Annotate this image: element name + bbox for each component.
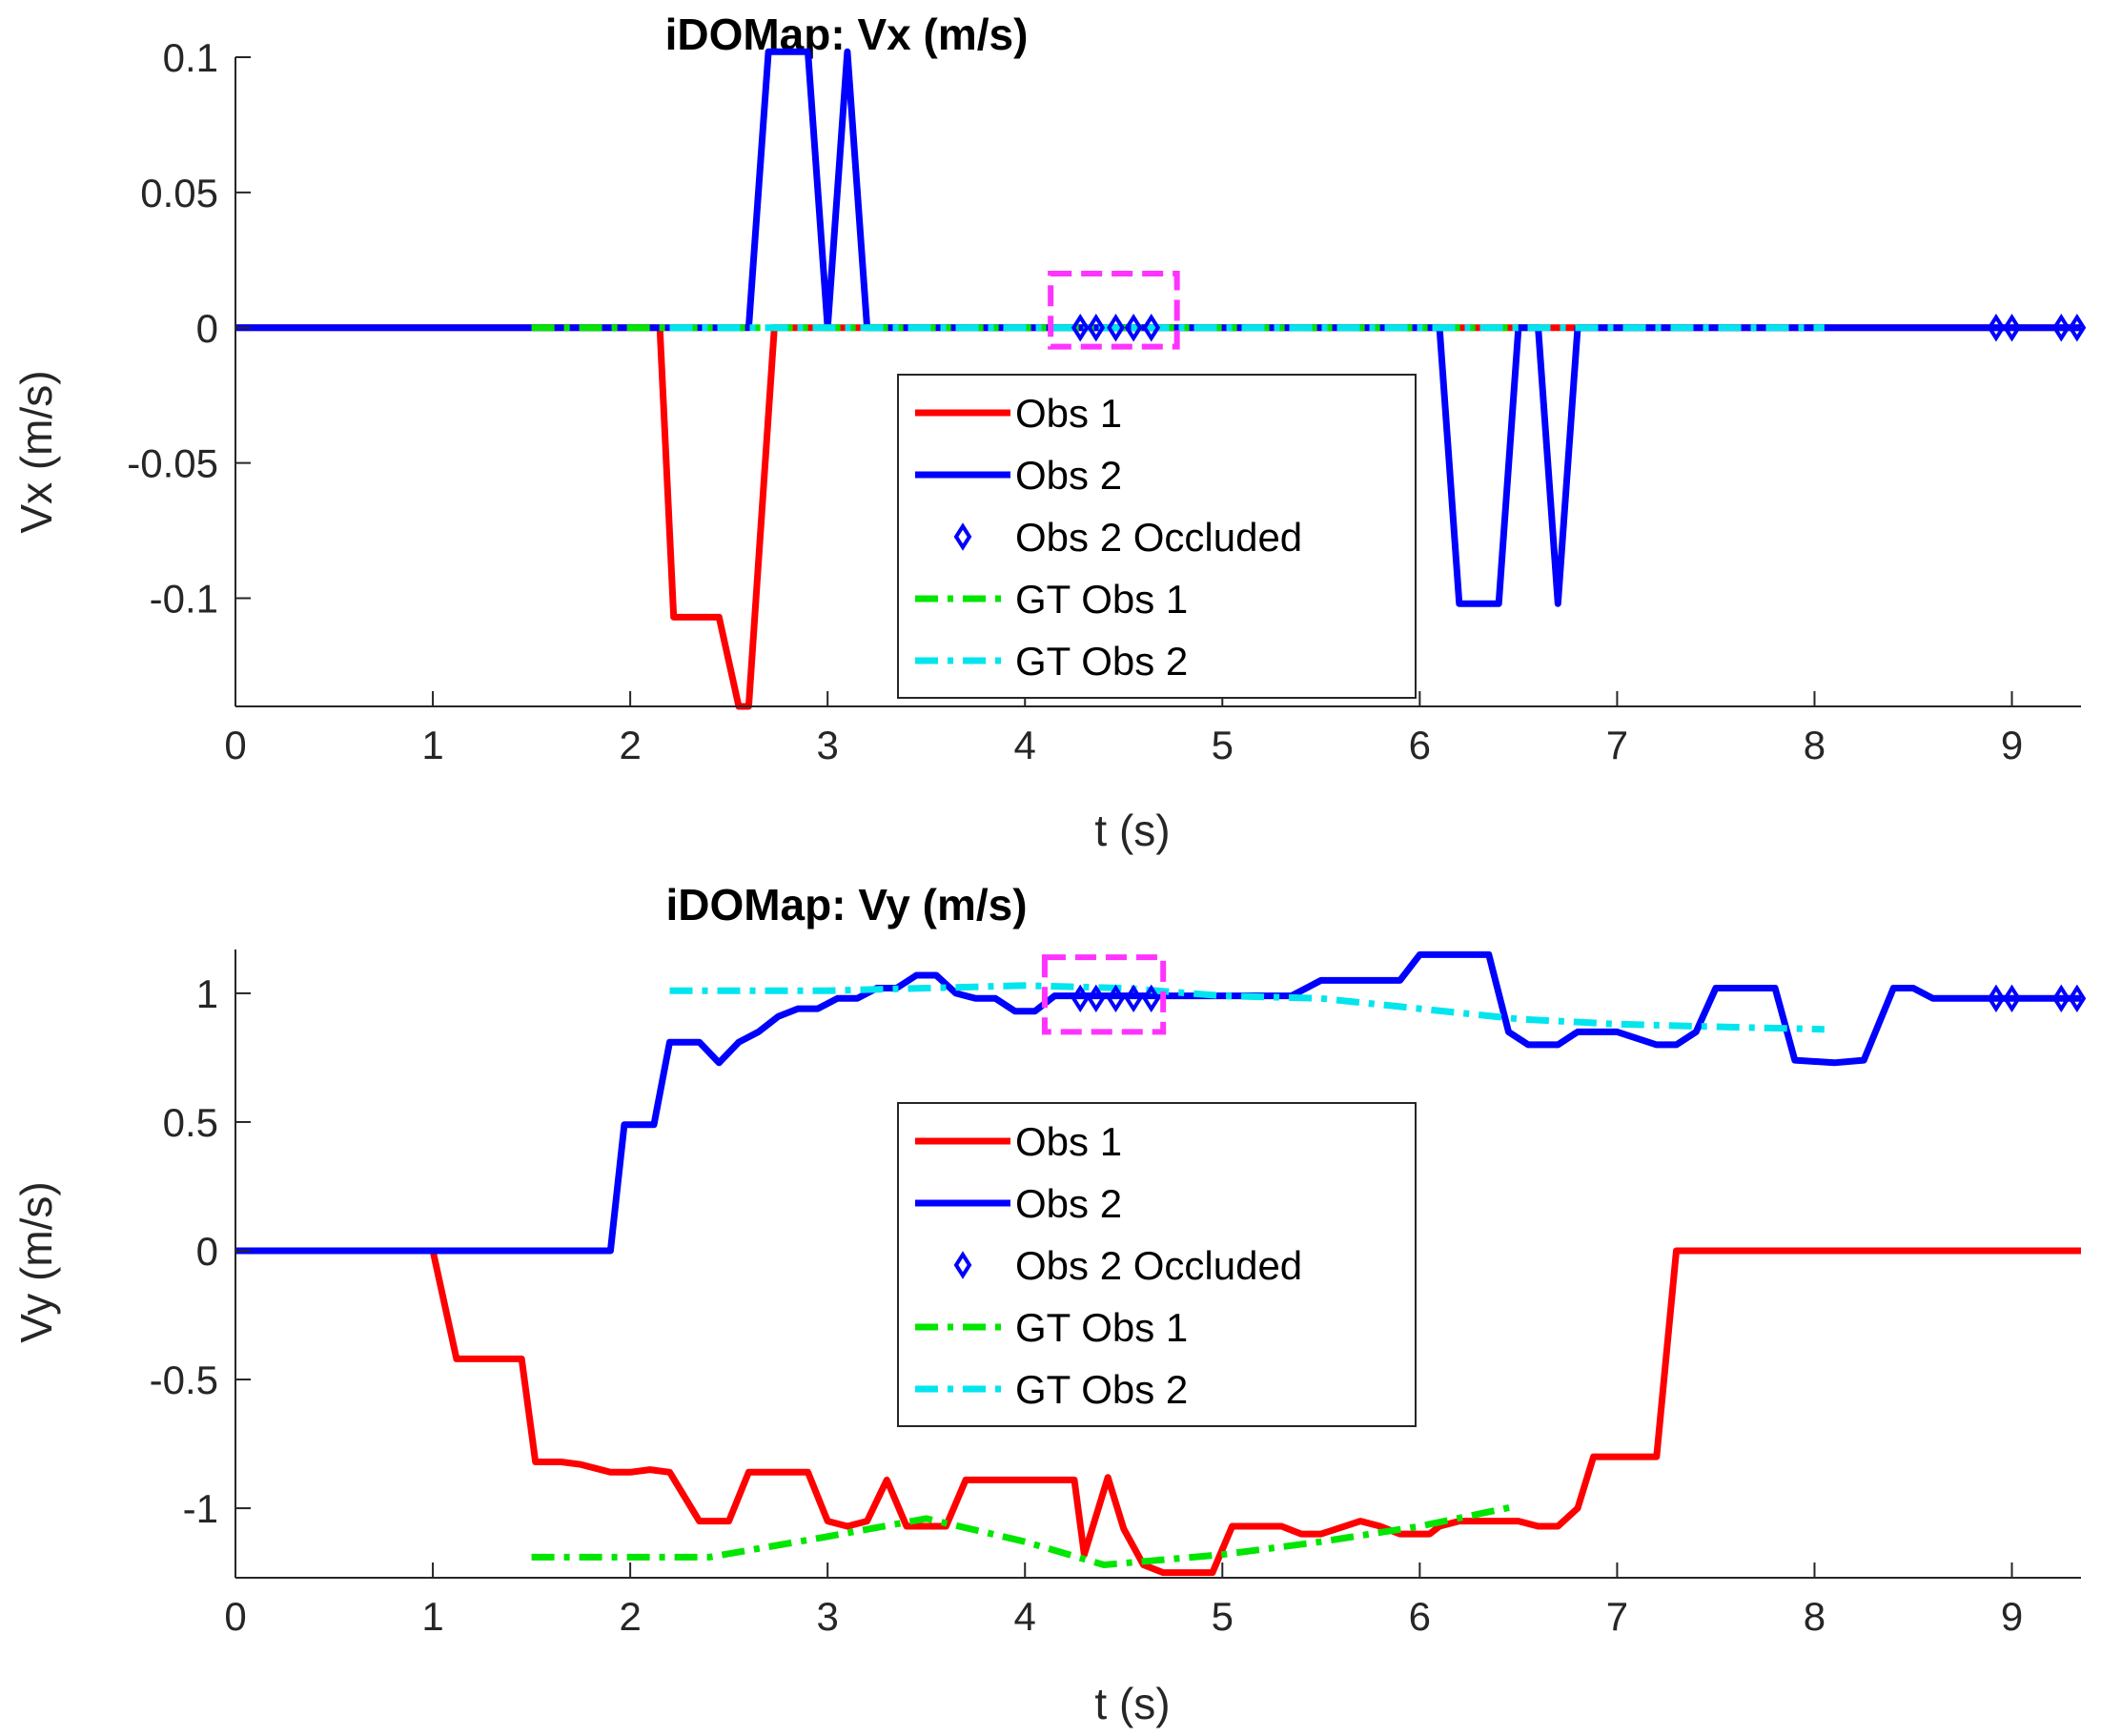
series-line-gt-obs-2 bbox=[669, 982, 1825, 1033]
occluded-marker bbox=[2068, 314, 2087, 342]
occluded-marker bbox=[2003, 314, 2021, 342]
legend-label: Obs 2 bbox=[1015, 453, 1122, 498]
legend: Obs 1 Obs 2 Obs 2 Occluded GT Obs 1 GT Obs 2 bbox=[897, 1102, 1417, 1427]
y-tick-label: -0.1 bbox=[150, 577, 218, 622]
occluded-marker bbox=[1107, 984, 1125, 1013]
panel-vx: iDOMap: Vx (m/s) 0 1 2 3 4 5 6 7 8 90.10.050-0.05… bbox=[11, 10, 2087, 855]
legend-entry-gt-obs-1: GT Obs 1 bbox=[915, 577, 1188, 622]
x-tick-label: 0 bbox=[224, 723, 246, 767]
x-tick-label: 0 bbox=[224, 1594, 246, 1639]
occluded-marker bbox=[1087, 984, 1106, 1013]
x-tick-label: 8 bbox=[1804, 723, 1826, 767]
x-tick-label: 7 bbox=[1606, 1594, 1628, 1639]
occluded-markers bbox=[1071, 984, 2087, 1013]
x-tick-label: 6 bbox=[1409, 1594, 1431, 1639]
occluded-marker bbox=[2051, 314, 2070, 342]
legend-entry-obs-1: Obs 1 bbox=[915, 1119, 1122, 1164]
x-tick-label: 9 bbox=[2001, 723, 2023, 767]
x-tick-label: 2 bbox=[619, 1594, 641, 1639]
series-line-obs-1 bbox=[235, 1247, 2081, 1577]
legend-marker-icon bbox=[953, 522, 972, 551]
legend-label: Obs 2 Occluded bbox=[1015, 1243, 1302, 1288]
legend: Obs 1 Obs 2 Obs 2 Occluded GT Obs 1 GT Obs 2 bbox=[897, 374, 1417, 699]
x-tick-label: 1 bbox=[421, 1594, 443, 1639]
y-tick-label: 0 bbox=[196, 306, 218, 351]
y-axis-label: Vy (m/s) bbox=[11, 1181, 61, 1343]
occluded-marker bbox=[2068, 984, 2087, 1013]
chart-title: iDOMap: Vy (m/s) bbox=[665, 880, 1027, 929]
x-tick-label: 4 bbox=[1014, 1594, 1036, 1639]
x-tick-label: 1 bbox=[421, 723, 443, 767]
legend-entry-gt-obs-2: GT Obs 2 bbox=[915, 1367, 1188, 1412]
legend-entry-obs-2: Obs 2 bbox=[915, 453, 1122, 498]
highlight-box bbox=[1041, 954, 1167, 1035]
legend-label: GT Obs 1 bbox=[1015, 577, 1188, 622]
occluded-marker bbox=[1987, 314, 2006, 342]
legend-entry-obs-2-occluded: Obs 2 Occluded bbox=[953, 1243, 1302, 1288]
legend-entry-obs-2: Obs 2 bbox=[915, 1181, 1122, 1226]
legend-label: Obs 2 bbox=[1015, 1181, 1122, 1226]
occluded-marker bbox=[1987, 984, 2006, 1013]
x-tick-label: 4 bbox=[1014, 723, 1036, 767]
x-tick-label: 9 bbox=[2001, 1594, 2023, 1639]
legend-entry-obs-2-occluded: Obs 2 Occluded bbox=[953, 515, 1302, 560]
plot-lines bbox=[235, 950, 2081, 1577]
y-tick-label: 0.05 bbox=[140, 171, 218, 215]
x-tick-label: 5 bbox=[1212, 723, 1234, 767]
axes: 0 1 2 3 4 5 6 7 8 9 0.1 0.05 0 -0.05 -0.1 bbox=[127, 35, 2081, 767]
legend-entry-gt-obs-1: GT Obs 1 bbox=[915, 1305, 1188, 1350]
panel-vy: iDOMap: Vy (m/s) 0 1 2 3 4 5 6 7 8 9 1 0.5 0 -0.5 -1 t… bbox=[11, 880, 2087, 1728]
x-tick-label: 5 bbox=[1212, 1594, 1234, 1639]
legend-label: Obs 1 bbox=[1015, 391, 1122, 436]
x-tick-label: 3 bbox=[816, 723, 838, 767]
y-axis-label: Vx (m/s) bbox=[11, 370, 61, 533]
occluded-marker bbox=[1124, 314, 1143, 342]
legend-label: GT Obs 2 bbox=[1015, 1367, 1188, 1412]
occluded-marker bbox=[1124, 984, 1143, 1013]
plot-lines bbox=[235, 48, 2081, 710]
occluded-marker bbox=[1142, 314, 1161, 342]
axes: 0 1 2 3 4 5 6 7 8 9 1 0.5 0 -0.5 -1 bbox=[150, 950, 2081, 1639]
occluded-markers bbox=[1071, 314, 2087, 342]
occluded-marker bbox=[1071, 984, 1090, 1013]
highlight-box bbox=[1048, 271, 1180, 350]
x-axis-label: t (s) bbox=[1094, 806, 1170, 855]
legend-entry-gt-obs-2: GT Obs 2 bbox=[915, 639, 1188, 684]
y-tick-label: 0 bbox=[196, 1229, 218, 1274]
x-tick-label: 8 bbox=[1804, 1594, 1826, 1639]
legend-label: GT Obs 1 bbox=[1015, 1305, 1188, 1350]
y-tick-label: -0.05 bbox=[127, 441, 218, 486]
legend-entry-obs-1: Obs 1 bbox=[915, 391, 1122, 436]
occluded-marker bbox=[2051, 984, 2070, 1013]
occluded-marker bbox=[1087, 314, 1106, 342]
x-axis-label: t (s) bbox=[1094, 1679, 1170, 1728]
series-line-gt-obs-1 bbox=[531, 1501, 1520, 1568]
legend-label: Obs 2 Occluded bbox=[1015, 515, 1302, 560]
occluded-marker bbox=[2003, 984, 2021, 1013]
y-tick-label: 0.1 bbox=[163, 35, 218, 80]
x-tick-label: 7 bbox=[1606, 723, 1628, 767]
occluded-marker bbox=[1107, 314, 1125, 342]
legend-box bbox=[897, 1102, 1417, 1427]
y-tick-label: 0.5 bbox=[163, 1100, 218, 1145]
legend-marker-icon bbox=[953, 1251, 972, 1279]
y-tick-label: -1 bbox=[183, 1486, 218, 1531]
legend-label: Obs 1 bbox=[1015, 1119, 1122, 1164]
occluded-marker bbox=[1071, 314, 1090, 342]
x-tick-label: 6 bbox=[1409, 723, 1431, 767]
legend-label: GT Obs 2 bbox=[1015, 639, 1188, 684]
x-tick-label: 3 bbox=[816, 1594, 838, 1639]
y-tick-label: 1 bbox=[196, 971, 218, 1016]
legend-box bbox=[897, 374, 1417, 699]
occluded-marker bbox=[1142, 984, 1161, 1013]
x-tick-label: 2 bbox=[619, 723, 641, 767]
y-tick-label: -0.5 bbox=[150, 1358, 218, 1402]
